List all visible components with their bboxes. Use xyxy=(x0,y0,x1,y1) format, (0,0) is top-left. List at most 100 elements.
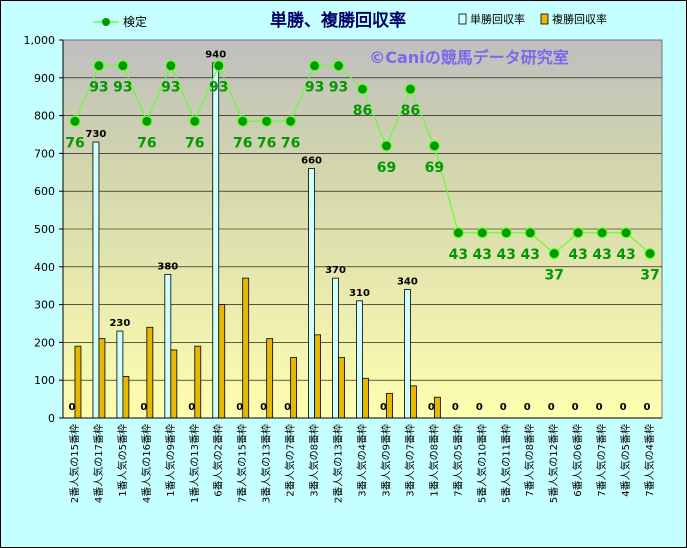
win-bar xyxy=(92,141,100,419)
place-bar xyxy=(74,345,82,419)
win-value-label: 0 xyxy=(380,402,387,413)
test-marker xyxy=(572,227,584,239)
place-bar xyxy=(433,396,441,419)
test-marker xyxy=(404,83,417,95)
legend-bar1-swatch xyxy=(458,13,467,25)
test-marker xyxy=(524,227,536,239)
x-tick-label: 7番人気の8番枠 xyxy=(523,424,536,497)
place-bar xyxy=(170,349,178,419)
test-value-label: 93 xyxy=(89,80,108,96)
test-value-label: 69 xyxy=(425,160,444,176)
test-marker xyxy=(69,115,81,127)
x-tick-label: 1番人気の5番枠 xyxy=(116,424,129,497)
win-bar xyxy=(332,277,339,419)
legend-bar1-label: 単勝回収率 xyxy=(470,12,525,26)
win-value-label: 0 xyxy=(140,402,147,413)
win-value-label: 730 xyxy=(86,129,107,140)
test-value-label: 93 xyxy=(329,80,348,96)
x-tick-label: 3番人気の7番枠 xyxy=(403,424,416,497)
test-marker xyxy=(644,247,656,260)
legend-line-marker xyxy=(102,18,110,26)
x-tick-label: 4番人気の17番枠 xyxy=(92,424,105,503)
win-value-label: 0 xyxy=(452,402,459,413)
x-tick-label: 7番人気の15番枠 xyxy=(236,424,249,503)
test-marker xyxy=(189,115,201,127)
x-tick-label: 3番人気の9番枠 xyxy=(379,424,392,497)
x-tick-label: 3番人気の4番枠 xyxy=(356,424,369,497)
y-tick-label: 200 xyxy=(34,336,55,349)
win-bar xyxy=(356,300,363,419)
win-value-label: 0 xyxy=(68,402,75,413)
place-bar xyxy=(122,376,130,419)
watermark: ©Caniの競馬データ研究室 xyxy=(369,48,568,67)
place-bar xyxy=(362,377,369,419)
win-value-label: 0 xyxy=(596,402,603,413)
place-bar xyxy=(98,338,106,419)
test-marker xyxy=(452,227,464,239)
win-value-label: 230 xyxy=(109,318,130,329)
test-value-label: 76 xyxy=(65,135,84,151)
x-tick-label: 7番人気の7番枠 xyxy=(595,424,608,497)
test-value-label: 43 xyxy=(449,247,468,263)
y-tick-label: 800 xyxy=(34,110,55,123)
win-bar xyxy=(164,273,172,419)
test-value-label: 43 xyxy=(520,247,539,263)
win-value-label: 0 xyxy=(188,402,195,413)
test-marker xyxy=(213,60,225,72)
x-axis: 2番人気の15番枠 4番人気の17番枠 1番人気の5番枠 4番人気の16番枠 1番人気の… xyxy=(68,424,656,503)
legend-bar2-swatch xyxy=(540,13,549,25)
test-value-label: 86 xyxy=(401,103,420,119)
place-bar xyxy=(218,304,226,419)
place-bar xyxy=(386,393,393,419)
test-value-label: 37 xyxy=(544,268,563,284)
win-value-label: 310 xyxy=(349,288,370,299)
test-value-label: 93 xyxy=(161,80,180,96)
test-marker xyxy=(261,115,273,127)
win-bar xyxy=(212,62,220,419)
x-tick-label: 1番人気の9番枠 xyxy=(164,424,177,497)
test-value-label: 76 xyxy=(257,135,276,151)
y-tick-label: 500 xyxy=(34,223,55,236)
x-tick-label: 2番人気の7番枠 xyxy=(284,424,297,497)
legend-line-label: 検定 xyxy=(123,14,147,29)
x-tick-label: 1番人気の8番枠 xyxy=(427,424,440,497)
test-marker xyxy=(285,115,297,127)
x-tick-label: 2番人気の13番枠 xyxy=(332,424,345,503)
test-value-label: 69 xyxy=(377,160,396,176)
win-value-label: 0 xyxy=(284,402,291,413)
y-tick-label: 300 xyxy=(34,299,55,312)
legend-bar2-label: 複勝回収率 xyxy=(552,12,607,26)
test-value-label: 76 xyxy=(233,135,252,151)
win-bar xyxy=(404,289,411,419)
test-marker xyxy=(596,227,608,239)
y-tick-label: 600 xyxy=(34,185,55,198)
test-marker xyxy=(165,60,177,72)
test-value-label: 93 xyxy=(209,80,228,96)
test-marker xyxy=(380,140,393,152)
place-bar xyxy=(314,334,321,419)
win-value-label: 660 xyxy=(301,156,322,167)
test-value-label: 43 xyxy=(568,247,587,263)
test-marker xyxy=(500,227,512,239)
win-value-label: 0 xyxy=(476,402,483,413)
test-marker xyxy=(356,83,369,95)
test-marker xyxy=(548,247,560,260)
win-value-label: 0 xyxy=(572,402,579,413)
win-bar xyxy=(308,168,315,419)
y-tick-label: 100 xyxy=(34,374,55,387)
win-value-label: 0 xyxy=(236,402,243,413)
place-bar xyxy=(146,326,154,419)
place-bar xyxy=(290,357,298,419)
test-value-label: 76 xyxy=(185,135,204,151)
y-tick-label: 900 xyxy=(34,72,55,85)
test-marker xyxy=(93,60,105,72)
test-value-label: 93 xyxy=(305,80,324,96)
x-tick-label: 1番人気の13番枠 xyxy=(188,424,201,503)
x-tick-label: 6番人気の6番枠 xyxy=(571,424,584,497)
test-value-label: 43 xyxy=(473,247,492,263)
y-tick-label: 700 xyxy=(34,147,55,160)
test-value-label: 86 xyxy=(353,103,372,119)
test-marker xyxy=(620,227,632,239)
win-value-label: 0 xyxy=(260,402,267,413)
